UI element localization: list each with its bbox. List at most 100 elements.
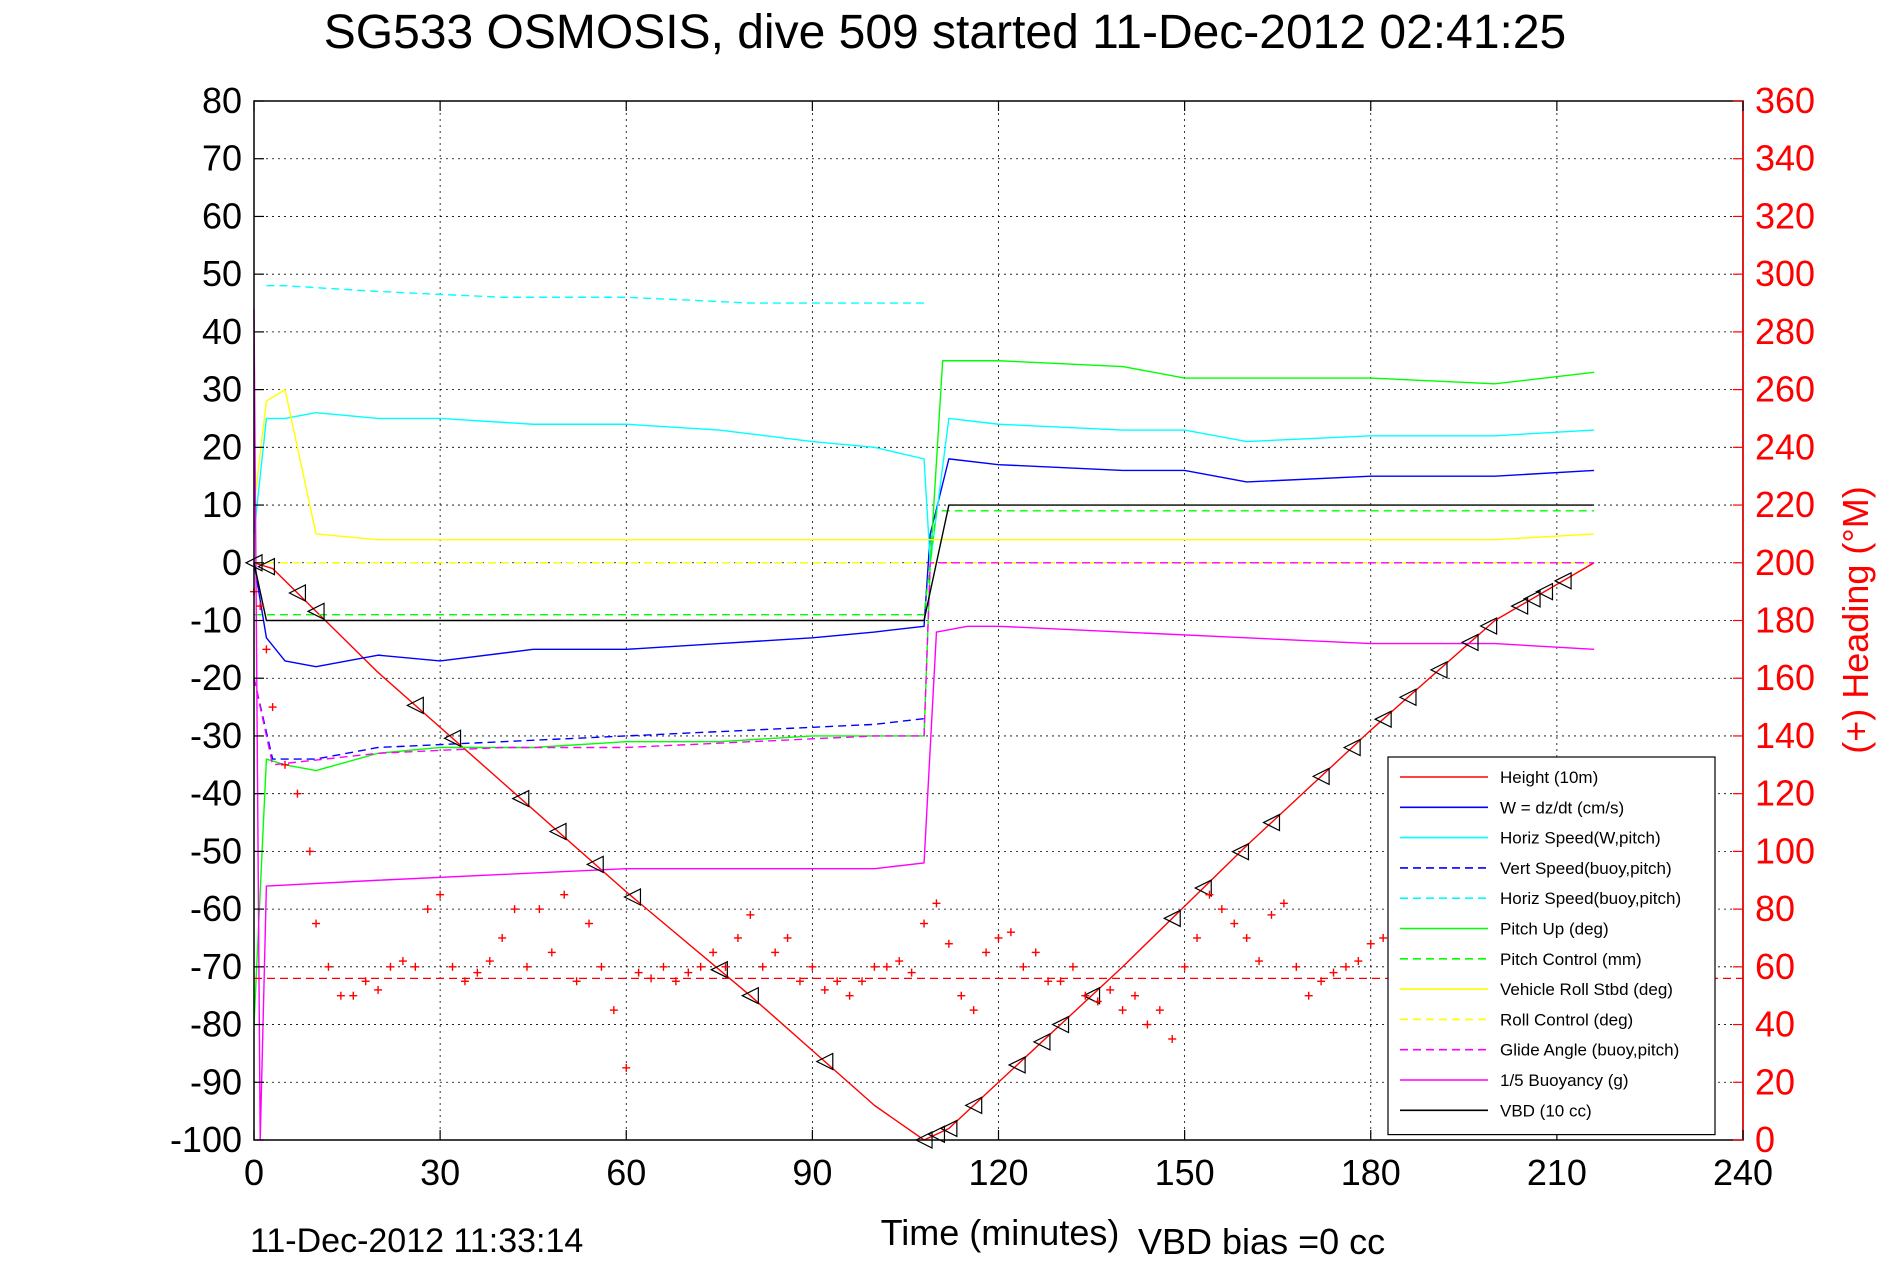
- y-tick-label: -80: [190, 1004, 242, 1045]
- y2-tick-label: 260: [1755, 369, 1815, 410]
- series-line-vehicle-roll-stbd-deg: [253, 388, 1595, 541]
- series-line-1-5-buoyancy-g: [253, 308, 1595, 1141]
- y-tick-label: -60: [190, 888, 242, 929]
- heading-point: [1193, 933, 1202, 942]
- x-axis-label: Time (minutes): [881, 1212, 1120, 1253]
- legend-label: Vert Speed(buoy,pitch): [1500, 859, 1672, 878]
- y-tick-label: 70: [202, 138, 242, 179]
- height-marker: [1193, 879, 1212, 898]
- heading-point: [535, 905, 544, 914]
- y2-tick-label: 60: [1755, 946, 1795, 987]
- heading-point: [1317, 977, 1326, 986]
- heading-point: [944, 939, 953, 948]
- height-marker: [1051, 1015, 1070, 1034]
- heading-point: [1341, 962, 1350, 971]
- x-tick-label: 120: [968, 1152, 1028, 1193]
- heading-point: [1242, 933, 1251, 942]
- heading-point: [336, 991, 345, 1000]
- heading-point: [510, 905, 519, 914]
- heading-point: [374, 985, 383, 994]
- y2-tick-label: 180: [1755, 600, 1815, 641]
- legend-label: Roll Control (deg): [1500, 1010, 1633, 1029]
- height-marker: [964, 1096, 983, 1115]
- heading-point: [498, 933, 507, 942]
- legend-label: Glide Angle (buoy,pitch): [1500, 1041, 1679, 1060]
- y2-tick-label: 200: [1755, 542, 1815, 583]
- heading-point: [609, 1006, 618, 1015]
- height-marker: [1510, 597, 1529, 616]
- y-tick-label: 20: [202, 426, 242, 467]
- heading-point: [1217, 905, 1226, 914]
- height-marker: [1535, 582, 1554, 601]
- heading-point: [572, 977, 581, 986]
- heading-point: [1019, 962, 1028, 971]
- y2-tick-label: 360: [1755, 80, 1815, 121]
- y-tick-label: 10: [202, 484, 242, 525]
- height-marker: [927, 1125, 946, 1144]
- x-tick-label: 210: [1527, 1152, 1587, 1193]
- heading-point: [808, 962, 817, 971]
- chart-title: SG533 OSMOSIS, dive 509 started 11-Dec-2…: [324, 6, 1567, 59]
- heading-point: [1354, 957, 1363, 966]
- heading-point: [647, 974, 656, 983]
- legend-label: Vehicle Roll Stbd (deg): [1500, 980, 1673, 999]
- x-tick-label: 30: [420, 1152, 460, 1193]
- y2-tick-label: 140: [1755, 715, 1815, 756]
- y-tick-label: 30: [202, 369, 242, 410]
- height-marker: [257, 557, 276, 576]
- y2-tick-label: 20: [1755, 1061, 1795, 1102]
- x-axis: 0 30 60 90 120 150 180 210 240: [244, 101, 1773, 1193]
- heading-point: [709, 948, 718, 957]
- y2-tick-label: 220: [1755, 484, 1815, 525]
- y2-tick-label: 80: [1755, 888, 1795, 929]
- series-line-pitch-control-mm: [254, 510, 1595, 616]
- y2-tick-label: 340: [1755, 138, 1815, 179]
- y2-tick-label: 120: [1755, 773, 1815, 814]
- y-axis-right: 0 20 40 60 80 100 120 140 160 180 200 220 240 260 280 3…: [1733, 80, 1815, 1160]
- heading-point: [547, 948, 556, 957]
- height-marker: [1262, 813, 1281, 832]
- heading-point: [262, 645, 271, 654]
- height-marker: [1398, 688, 1417, 707]
- heading-point: [1180, 962, 1189, 971]
- heading-point: [268, 703, 277, 712]
- heading-point: [882, 962, 891, 971]
- height-marker: [1429, 660, 1448, 679]
- y2-tick-label: 320: [1755, 195, 1815, 236]
- y-tick-label: 60: [202, 195, 242, 236]
- height-marker: [1460, 633, 1479, 652]
- heading-point: [448, 962, 457, 971]
- heading-point: [783, 933, 792, 942]
- x-tick-label: 150: [1155, 1152, 1215, 1193]
- footer-vbd-bias: VBD bias =0 cc: [1138, 1221, 1385, 1262]
- height-marker: [511, 789, 530, 808]
- height-marker: [405, 696, 424, 715]
- heading-point: [1068, 962, 1077, 971]
- x-tick-label: 60: [606, 1152, 646, 1193]
- series-line-glide-angle-buoy-pitch: [253, 562, 1595, 766]
- y-tick-label: 0: [222, 542, 242, 583]
- heading-point: [1255, 957, 1264, 966]
- heading-point: [386, 962, 395, 971]
- heading-point: [907, 968, 916, 977]
- y-tick-label: 50: [202, 253, 242, 294]
- heading-point: [994, 933, 1003, 942]
- heading-point: [1143, 1020, 1152, 1029]
- y2-tick-label: 40: [1755, 1004, 1795, 1045]
- footer-timestamp: 11-Dec-2012 11:33:14: [250, 1222, 583, 1260]
- heading-point: [969, 1006, 978, 1015]
- heading-point: [833, 977, 842, 986]
- series-line-horiz-speed-w-pitch: [253, 412, 1595, 564]
- heading-point: [634, 968, 643, 977]
- height-marker: [443, 729, 462, 748]
- y2-tick-label: 300: [1755, 253, 1815, 294]
- heading-point: [473, 968, 482, 977]
- x-tick-label: 90: [792, 1152, 832, 1193]
- legend-box: [1387, 756, 1716, 1136]
- heading-point: [460, 977, 469, 986]
- legend-label: Horiz Speed(W,pitch): [1500, 829, 1661, 848]
- heading-point: [324, 962, 333, 971]
- legend-label: Pitch Control (mm): [1500, 950, 1642, 969]
- heading-point: [622, 1063, 631, 1072]
- x-tick-label: 180: [1341, 1152, 1401, 1193]
